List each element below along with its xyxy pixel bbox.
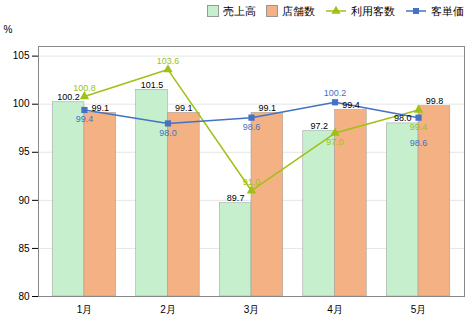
svg-text:%: % [4,24,13,35]
svg-text:80: 80 [18,291,30,302]
svg-text:101.5: 101.5 [141,80,164,90]
svg-text:98.0: 98.0 [393,113,412,124]
svg-text:99.4: 99.4 [342,100,360,110]
svg-text:2月: 2月 [160,304,176,315]
svg-text:99.1: 99.1 [259,103,277,113]
html-text:売上高: 売上高 [223,4,256,17]
svg-text:1月: 1月 [77,304,93,315]
svg-text:89.7: 89.7 [227,193,245,203]
html-text:利用客数: 利用客数 [351,4,395,17]
svg-text:99.4: 99.4 [76,114,94,124]
svg-text:105: 105 [13,50,30,61]
svg-text:90: 90 [18,195,30,206]
svg-text:103.6: 103.6 [157,56,180,66]
svg-text:97.0: 97.0 [326,137,344,147]
svg-text:4月: 4月 [327,304,343,315]
svg-text:91.0: 91.0 [243,177,261,187]
svg-text:97.2: 97.2 [310,121,328,131]
svg-text:98.6: 98.6 [243,122,261,132]
svg-text:98.0: 98.0 [159,128,177,138]
svg-text:99.4: 99.4 [410,122,428,132]
svg-text:99.8: 99.8 [426,96,444,106]
html-text:店舗数: 店舗数 [282,4,315,17]
svg-text:85: 85 [18,243,30,254]
svg-text:100: 100 [13,98,30,109]
html-text:客単価: 客単価 [431,4,464,17]
svg-text:98.6: 98.6 [410,138,428,148]
svg-text:99.1: 99.1 [92,103,110,113]
svg-text:99.1: 99.1 [175,103,193,113]
svg-text:3月: 3月 [244,304,260,315]
svg-text:100.2: 100.2 [324,88,347,98]
svg-text:5月: 5月 [411,304,427,315]
svg-text:95: 95 [18,146,30,157]
svg-text:100.8: 100.8 [73,83,96,93]
svg-text:100.2: 100.2 [57,92,80,102]
